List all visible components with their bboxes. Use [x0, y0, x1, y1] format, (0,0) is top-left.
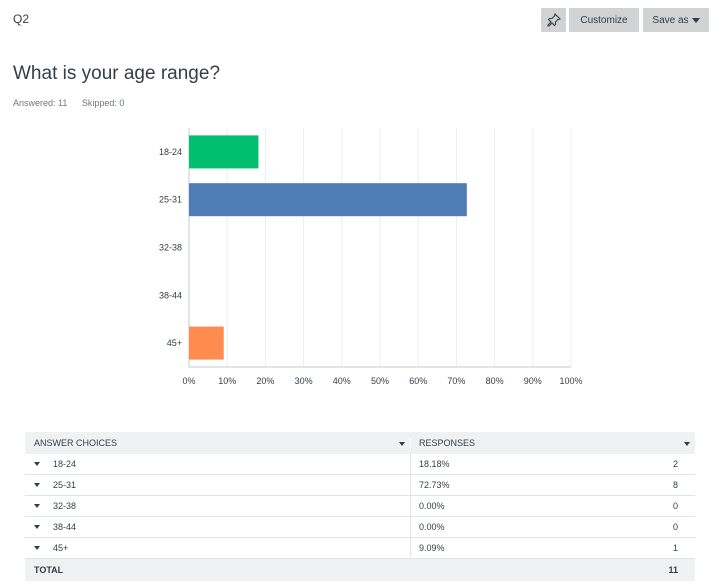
category-label: 45+ [167, 338, 182, 348]
category-label: 25-31 [159, 195, 182, 205]
x-tick-label: 0% [182, 376, 195, 386]
bar-25-31[interactable] [189, 183, 467, 217]
x-tick-label: 80% [486, 376, 504, 386]
x-tick-label: 90% [524, 376, 542, 386]
row-count: 2 [672, 459, 678, 469]
category-label: 18-24 [159, 147, 182, 157]
x-tick-label: 50% [371, 376, 389, 386]
chart-bars [189, 135, 467, 360]
response-summary: Answered: 11 Skipped: 0 [13, 98, 136, 108]
question-number: Q2 [13, 12, 30, 26]
row-choice: 18-24 [53, 459, 77, 469]
expand-caret-icon[interactable] [34, 546, 40, 550]
table-total-row: TOTAL 11 [25, 559, 695, 581]
row-choice: 25-31 [53, 480, 77, 490]
pin-button[interactable] [541, 8, 566, 32]
customize-button[interactable]: Customize [569, 8, 639, 32]
bar-18-24[interactable] [189, 135, 259, 169]
expand-caret-icon[interactable] [34, 483, 40, 487]
pushpin-icon [546, 13, 561, 27]
bar-45+[interactable] [189, 326, 224, 360]
expand-caret-icon[interactable] [34, 462, 40, 466]
skipped-count: Skipped: 0 [81, 98, 125, 108]
x-tick-label: 20% [256, 376, 274, 386]
x-tick-label: 100% [559, 376, 582, 386]
expand-caret-icon[interactable] [34, 525, 40, 529]
category-label: 32-38 [159, 243, 182, 253]
expand-caret-icon[interactable] [34, 504, 40, 508]
row-percent: 18.18% [419, 459, 450, 469]
table-row[interactable]: 45+ 9.09% 1 [25, 538, 695, 559]
sort-caret-icon [684, 442, 690, 446]
save-as-label: Save as [652, 14, 689, 26]
row-count: 8 [672, 480, 678, 490]
table-row[interactable]: 38-44 0.00% 0 [25, 517, 695, 538]
row-count: 0 [672, 522, 678, 532]
x-tick-label: 30% [295, 376, 313, 386]
bar-chart: 18-24 25-31 32-38 38-44 45+ 0% 10% 20% 30% 40% 50… [159, 128, 583, 386]
answer-choices-header-label: ANSWER CHOICES [34, 438, 118, 448]
row-percent: 0.00% [419, 522, 445, 532]
row-percent: 0.00% [419, 501, 445, 511]
row-percent: 9.09% [419, 543, 445, 553]
x-tick-label: 40% [333, 376, 351, 386]
row-percent: 72.73% [419, 480, 450, 490]
sort-caret-icon [399, 442, 405, 446]
total-count: 11 [668, 565, 678, 575]
total-label: TOTAL [34, 565, 64, 575]
answer-table: ANSWER CHOICES RESPONSES 18-24 18.18% 2 2… [25, 432, 695, 581]
responses-header[interactable]: RESPONSES [410, 438, 695, 448]
row-count: 0 [672, 501, 678, 511]
table-row[interactable]: 32-38 0.00% 0 [25, 496, 695, 517]
x-tick-label: 10% [218, 376, 236, 386]
row-choice: 38-44 [53, 522, 77, 532]
save-as-button[interactable]: Save as [643, 8, 709, 32]
category-label: 38-44 [159, 290, 182, 300]
row-count: 1 [672, 543, 678, 553]
chart-tick-labels: 0% 10% 20% 30% 40% 50% 60% 70% 80% 90% 100% [182, 376, 582, 386]
row-choice: 32-38 [53, 501, 77, 511]
chart-grid [188, 128, 572, 368]
table-row[interactable]: 18-24 18.18% 2 [25, 454, 695, 475]
answer-choices-header[interactable]: ANSWER CHOICES [25, 438, 410, 448]
table-row[interactable]: 25-31 72.73% 8 [25, 475, 695, 496]
question-title: What is your age range? [13, 63, 221, 84]
x-tick-label: 60% [409, 376, 427, 386]
chart-category-labels: 18-24 25-31 32-38 38-44 45+ [159, 147, 182, 348]
responses-header-label: RESPONSES [419, 438, 476, 448]
table-header: ANSWER CHOICES RESPONSES [25, 432, 695, 454]
row-choice: 45+ [53, 543, 69, 553]
caret-down-icon [691, 17, 700, 23]
x-tick-label: 70% [447, 376, 465, 386]
answered-count: Answered: 11 [13, 98, 68, 108]
